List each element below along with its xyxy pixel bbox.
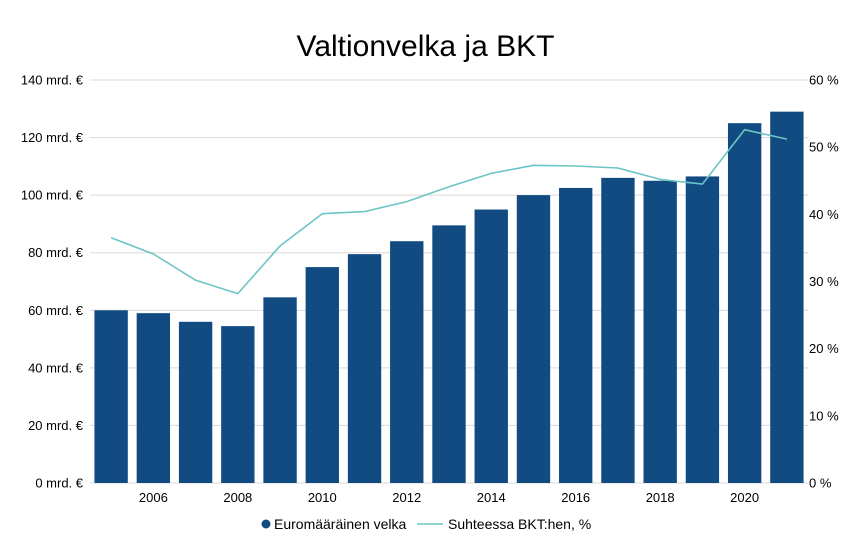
bar: [770, 111, 804, 484]
bar: [516, 195, 551, 483]
bar: [474, 209, 508, 484]
bar: [94, 310, 128, 483]
right-tick-label: 60 %: [809, 73, 839, 88]
x-tick-label: 2010: [308, 490, 337, 505]
bar: [727, 123, 762, 483]
x-axis: 2006 2008 2010 2012 2014 2016 2018 2020: [139, 490, 759, 505]
right-axis: 0 % 10 % 20 % 30 % 40 % 50 % 60 %: [809, 73, 839, 491]
left-axis: 0 mrd. € 20 mrd. € 40 mrd. € 60 mrd. € 80 mr…: [21, 73, 84, 491]
x-tick-label: 2020: [730, 490, 759, 505]
legend-bar-marker: [261, 519, 271, 529]
left-tick-label: 40 mrd. €: [28, 360, 84, 375]
bar: [390, 241, 424, 483]
bar: [685, 176, 720, 484]
bar: [221, 326, 255, 483]
bar: [432, 225, 466, 483]
bar: [347, 254, 382, 483]
bar: [263, 297, 297, 483]
right-tick-label: 10 %: [809, 408, 839, 423]
x-tick-label: 2014: [477, 490, 506, 505]
left-tick-label: 60 mrd. €: [28, 303, 84, 318]
x-tick-label: 2006: [139, 490, 168, 505]
x-tick-label: 2012: [392, 490, 421, 505]
left-tick-label: 20 mrd. €: [28, 418, 84, 433]
bar: [136, 313, 171, 483]
right-tick-label: 50 %: [809, 140, 839, 155]
chart-title: Valtionvelka ja BKT: [297, 30, 555, 63]
bar: [178, 321, 213, 483]
left-tick-label: 0 mrd. €: [35, 476, 83, 491]
bar: [643, 180, 677, 483]
right-tick-label: 0 %: [809, 476, 832, 491]
bar: [559, 187, 593, 484]
x-tick-label: 2008: [223, 490, 252, 505]
bar-series: [94, 111, 804, 484]
bar: [305, 267, 339, 483]
line-series: [110, 128, 788, 295]
left-tick-label: 140 mrd. €: [21, 73, 84, 88]
right-tick-label: 40 %: [809, 207, 839, 222]
right-tick-label: 30 %: [809, 274, 839, 289]
legend-bar-label: Euromääräinen velka: [274, 516, 407, 532]
bar: [601, 177, 635, 483]
legend-line-label: Suhteessa BKT:hen, %: [448, 516, 591, 532]
right-tick-label: 20 %: [809, 341, 839, 356]
left-tick-label: 120 mrd. €: [21, 130, 84, 145]
x-tick-label: 2018: [646, 490, 675, 505]
x-tick-label: 2016: [561, 490, 590, 505]
left-tick-label: 80 mrd. €: [28, 245, 84, 260]
left-tick-label: 100 mrd. €: [21, 188, 84, 203]
legend: Euromääräinen velka Suhteessa BKT:hen, %: [261, 516, 591, 532]
